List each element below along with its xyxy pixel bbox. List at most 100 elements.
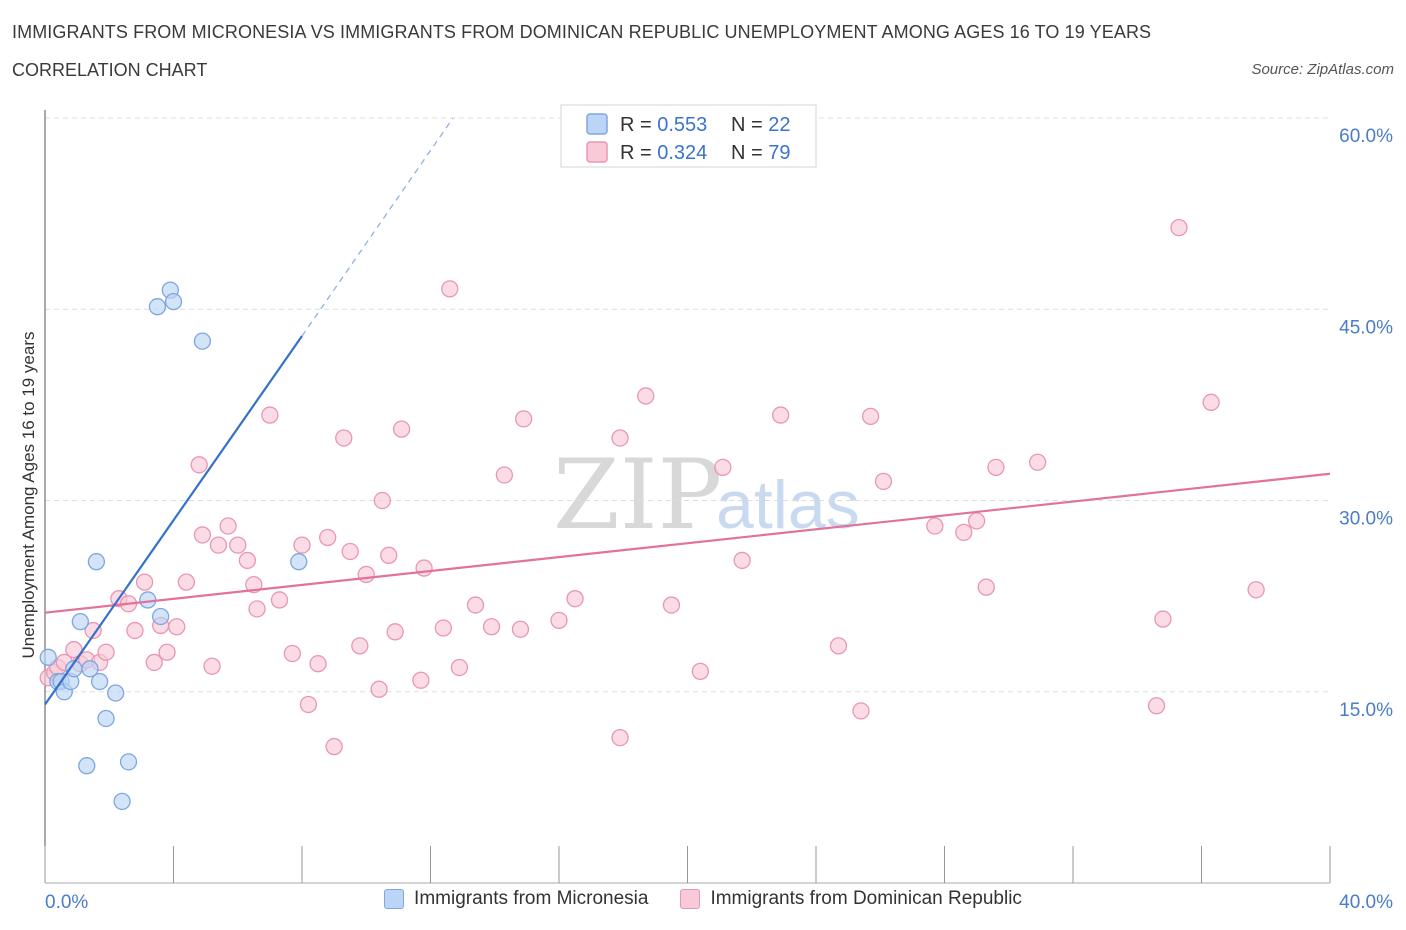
data-point-micronesia bbox=[90, 672, 109, 691]
data-point-dominican bbox=[309, 655, 327, 673]
trend-line-dominican bbox=[44, 472, 1331, 614]
data-point-dominican bbox=[158, 643, 176, 661]
data-point-dominican bbox=[662, 596, 681, 614]
data-point-dominican bbox=[248, 600, 266, 618]
legend-swatch-dominican bbox=[586, 141, 608, 163]
watermark-atlas: atlas bbox=[716, 467, 860, 543]
dominican-points bbox=[39, 218, 1265, 756]
data-point-dominican bbox=[611, 429, 629, 447]
data-point-dominican bbox=[190, 456, 208, 474]
data-point-dominican bbox=[341, 542, 359, 561]
data-point-dominican bbox=[283, 644, 302, 663]
trend-lines bbox=[44, 117, 1331, 706]
y-tick-label: 15.0% bbox=[1339, 700, 1393, 721]
data-point-dominican bbox=[370, 680, 388, 698]
data-point-micronesia bbox=[113, 792, 131, 811]
data-point-dominican bbox=[515, 410, 533, 428]
data-point-dominican bbox=[209, 536, 228, 554]
bottom-legend: Immigrants from Micronesia Immigrants fr… bbox=[0, 888, 1406, 910]
data-point-dominican bbox=[987, 458, 1005, 477]
y-tick-label: 45.0% bbox=[1339, 317, 1393, 338]
data-point-dominican bbox=[691, 662, 709, 680]
data-point-micronesia bbox=[148, 298, 167, 316]
data-point-dominican bbox=[511, 620, 530, 638]
data-point-micronesia bbox=[193, 332, 212, 350]
data-point-dominican bbox=[852, 702, 870, 720]
data-point-dominican bbox=[412, 671, 430, 689]
data-point-dominican bbox=[415, 559, 433, 577]
y-tick-label: 60.0% bbox=[1339, 126, 1393, 147]
watermark: ZIP atlas bbox=[553, 439, 860, 551]
data-point-dominican bbox=[299, 695, 318, 714]
data-point-dominican bbox=[441, 280, 459, 298]
data-point-dominican bbox=[97, 643, 115, 661]
data-point-dominican bbox=[611, 729, 629, 747]
data-point-dominican bbox=[714, 458, 732, 477]
data-point-dominican bbox=[550, 611, 568, 629]
data-point-dominican bbox=[357, 565, 375, 584]
data-point-dominican bbox=[1154, 610, 1172, 628]
data-point-dominican bbox=[434, 619, 453, 637]
data-point-dominican bbox=[238, 551, 257, 570]
data-point-dominican bbox=[1202, 393, 1220, 411]
data-point-dominican bbox=[203, 657, 221, 675]
chart-subtitle: CORRELATION CHART bbox=[12, 60, 208, 80]
data-point-dominican bbox=[229, 536, 247, 554]
data-point-micronesia bbox=[151, 607, 170, 626]
data-point-micronesia bbox=[87, 553, 106, 571]
data-point-dominican bbox=[293, 536, 311, 554]
data-point-dominican bbox=[733, 551, 751, 570]
y-axis-label: Unemployment Among Ages 16 to 19 years bbox=[19, 332, 38, 659]
data-point-dominican bbox=[84, 621, 102, 640]
data-point-dominican bbox=[261, 406, 279, 424]
gridlines bbox=[45, 117, 1330, 693]
trend-line-micronesia bbox=[44, 335, 303, 706]
data-point-dominican bbox=[392, 420, 411, 438]
y-tick-label: 30.0% bbox=[1339, 509, 1393, 530]
chart-title: IMMIGRANTS FROM MICRONESIA VS IMMIGRANTS… bbox=[12, 22, 1152, 42]
data-point-dominican bbox=[1029, 453, 1047, 471]
x-tick-label: 40.0% bbox=[1339, 892, 1393, 913]
data-point-dominican bbox=[168, 618, 186, 636]
data-point-dominican bbox=[1170, 218, 1188, 237]
data-point-dominican bbox=[335, 429, 353, 447]
data-point-dominican bbox=[219, 517, 237, 535]
data-point-dominican bbox=[874, 472, 893, 491]
data-point-dominican bbox=[495, 466, 514, 484]
data-point-dominican bbox=[319, 528, 337, 547]
data-point-dominican bbox=[955, 523, 973, 542]
legend-row-micronesia: R = 0.553 N = 22 bbox=[620, 114, 791, 136]
data-point-dominican bbox=[135, 573, 154, 591]
data-point-dominican bbox=[829, 637, 848, 655]
legend-swatch-pink bbox=[680, 889, 701, 909]
data-point-micronesia bbox=[119, 753, 138, 771]
data-point-micronesia bbox=[107, 684, 125, 702]
legend-label-micronesia: Immigrants from Micronesia bbox=[414, 888, 649, 909]
data-point-dominican bbox=[325, 737, 343, 756]
data-point-dominican bbox=[482, 618, 501, 636]
data-point-dominican bbox=[145, 653, 163, 672]
source-label: Source: ZipAtlas.com bbox=[1251, 61, 1394, 78]
x-tick-label: 0.0% bbox=[45, 892, 88, 913]
data-point-dominican bbox=[466, 596, 485, 614]
data-point-dominican bbox=[373, 491, 391, 510]
data-point-micronesia bbox=[164, 292, 183, 311]
legend-item-dominican: Immigrants from Dominican Republic bbox=[680, 888, 1022, 910]
data-point-dominican bbox=[380, 546, 398, 564]
data-point-dominican bbox=[450, 658, 469, 677]
data-point-micronesia bbox=[97, 709, 115, 728]
data-point-dominican bbox=[977, 578, 995, 596]
x-axis-tick-labels: 0.0% 40.0% bbox=[45, 892, 1393, 913]
legend-item-micronesia: Immigrants from Micronesia bbox=[384, 888, 648, 910]
data-point-micronesia bbox=[71, 612, 89, 631]
watermark-zip: ZIP bbox=[553, 439, 722, 551]
data-point-dominican bbox=[126, 621, 144, 640]
top-legend: R = 0.553 N = 22 R = 0.324 N = 79 bbox=[560, 104, 817, 168]
legend-swatch-blue bbox=[384, 889, 405, 909]
data-point-dominican bbox=[861, 407, 880, 426]
data-point-dominican bbox=[772, 406, 790, 424]
legend-label-dominican: Immigrants from Dominican Republic bbox=[710, 888, 1022, 909]
data-point-dominican bbox=[270, 591, 289, 609]
trend-line-micronesia-extension bbox=[301, 117, 454, 337]
